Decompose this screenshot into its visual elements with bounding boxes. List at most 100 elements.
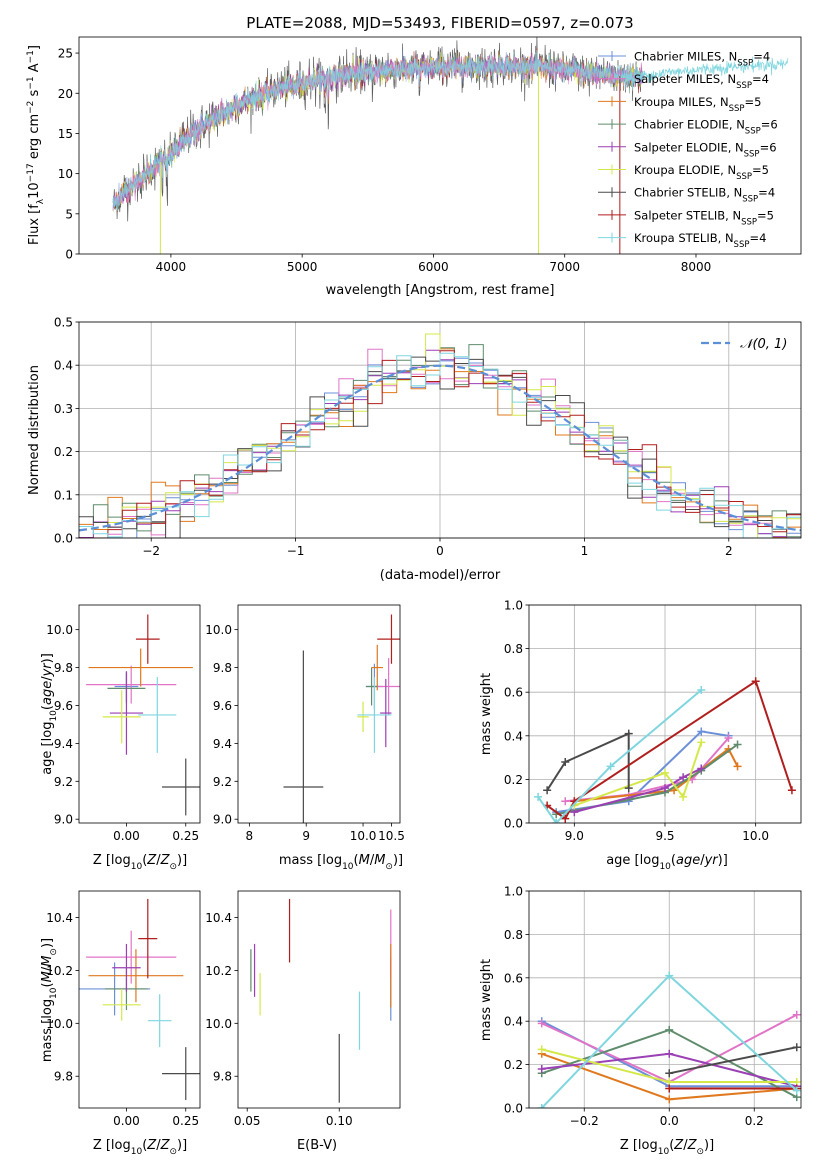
x-tick-label: 10.0 [742,829,769,843]
series-chabrier-stelib-marker [624,784,633,793]
plot-area [537,971,801,1108]
y-axis-label-part: 10 [27,182,42,199]
y-axis-label: mass weight [479,959,494,1041]
legend-nssp-eq: = [757,208,767,222]
y-tick-label: 10.0 [46,623,73,637]
y-tick-label: 9.2 [213,775,232,789]
y-tick-label: 0.6 [504,971,523,985]
y-tick-label: 9.8 [54,661,73,675]
series-kroupa-stelib-marker [537,1104,546,1108]
x-tick-label: −0.2 [570,1114,599,1128]
axes-weight_vs_age: 9.0 9.5 10.0 0.0 0.2 0.4 0.6 0.8 1.0 [504,599,802,843]
legend-nssp-eq: = [744,95,754,109]
legend-nssp-value: 6 [769,140,776,154]
y-tick-label: 10.4 [46,911,73,925]
legend-nssp-value: 5 [754,95,761,109]
legend-model-name: Chabrier STELIB [634,186,726,200]
y-tick-label: 10.0 [205,623,232,637]
label-part: ( [40,705,55,710]
y-tick-label: 0.8 [504,642,523,656]
legend-model-name: Chabrier ELODIE [634,118,729,132]
y-tick-label: 1.0 [504,599,523,613]
hist-salpeter-stelib [79,350,801,538]
x-tick-label: 0.0 [660,1114,679,1128]
label-italic: Z [146,1138,157,1153]
legend-sep: , [725,208,732,222]
series-salpeter-miles-marker [792,1010,801,1019]
plot-area [86,614,200,816]
label-subscript: 10 [659,862,671,872]
x-axis-label: Z [log10(Z/Z⊙)] [93,853,187,872]
legend-nssp-sub: SSP [736,81,752,91]
series-kroupa-stelib-marker [665,971,674,980]
legend-nssp-sub: SSP [734,240,750,250]
y-tick-label: 0 [65,248,73,262]
label-italic: Z [146,853,157,868]
axes-spectrum: 4000 5000 6000 7000 8000 0 5 10 15 20 25 [58,36,802,274]
label-part: Z [log [93,1138,131,1153]
y-axis-label-part: erg cm [27,114,42,163]
y-tick-label: 9.0 [213,813,232,827]
y-tick-label: 0.4 [54,359,73,373]
axes-frame [78,36,802,255]
label-part: )] [40,938,55,948]
y-axis-label: Flux [fλ10−17 erg cm−2 s−1 A−1] [26,45,46,245]
y-tick-label: 10.4 [205,911,232,925]
chart-title: PLATE=2088, MJD=53493, FIBERID=0597, z=0… [246,14,633,32]
legend-nssp-eq: = [760,140,770,154]
label-subscript: ⊙ [696,1147,704,1157]
plot-area [112,37,789,254]
legend-nssp-value: 4 [762,72,769,86]
series-salpeter-stelib-marker [561,814,570,823]
series-salpeter-elodie-marker [679,773,688,782]
legend-model-name: Kroupa MILES [634,95,713,109]
x-tick-label: 0.10 [326,1114,353,1128]
x-axis-label: Z [log10(Z/Z⊙)] [93,1138,187,1157]
series-kroupa-stelib [537,689,702,823]
x-axis-label: mass [log10(M/M⊙)] [279,853,403,872]
y-tick-label: 10 [58,167,73,181]
x-tick-label: 9.5 [655,829,674,843]
series-chabrier-elodie-marker [665,1025,674,1034]
y-tick-label: 9.8 [54,1070,73,1084]
y-tick-label: 9.8 [213,1070,232,1084]
y-tick-label: 5 [65,207,73,221]
label-subscript: 10 [49,710,59,722]
axes-mass_vs_Z: 0.00 0.25 9.8 10.0 10.2 10.4 [46,890,201,1128]
series-chabrier-stelib [669,1046,798,1075]
y-tick-label: 0.2 [504,773,523,787]
legend-label: Kroupa MILES, NSSP=5 [634,95,761,114]
x-tick-label: 0.05 [234,1114,261,1128]
legend-nssp-prefix: N [734,186,743,200]
y-axis-label-part: A [27,63,42,76]
legend-model-name: Kroupa ELODIE [634,163,720,177]
x-tick-label: 2 [725,544,733,558]
legend-nssp-sub: SSP [742,195,758,205]
legend-nssp-eq: = [753,50,763,64]
y-axis-label: mass [log10(M/M⊙)] [40,938,59,1062]
legend-nssp-sub: SSP [736,172,752,182]
y-tick-label: 10.0 [205,1017,232,1031]
y-tick-label: 9.4 [54,737,73,751]
legend-sep: , [721,50,728,64]
series-salpeter-elodie-marker [697,764,706,773]
label-part: / [40,966,55,971]
x-tick-label: 10.0 [350,829,377,843]
series-kroupa-stelib-marker [697,686,706,695]
label-part: ( [669,1138,674,1153]
y-tick-label: 9.6 [213,699,232,713]
label-subscript: ⊙ [385,862,393,872]
label-italic: Z [160,853,171,868]
x-axis-label: age [log10(age/yr)] [606,853,728,872]
legend-nssp-value: 4 [759,231,766,245]
legend-nssp-eq: = [761,118,771,132]
y-axis-label-part: −2 [26,101,36,114]
legend-nssp-prefix: N [727,72,736,86]
y-tick-label: 0.5 [54,316,73,330]
y-tick-label: 0.0 [504,817,523,831]
series-salpeter-miles-marker [724,733,733,742]
x-tick-label: 8 [246,829,254,843]
series-salpeter-stelib-marker [665,1084,674,1093]
axes-weight_vs_Z: −0.2 0.0 0.2 0.0 0.2 0.4 0.6 0.8 1.0 [504,885,802,1128]
series-kroupa-stelib-marker [534,792,543,801]
